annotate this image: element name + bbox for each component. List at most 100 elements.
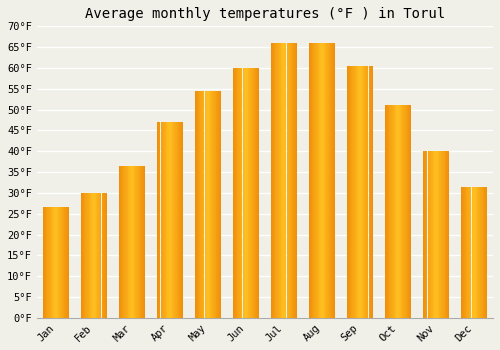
- Bar: [437, 151, 438, 318]
- Bar: [132, 166, 134, 318]
- Bar: [443, 151, 444, 318]
- Bar: [59, 208, 60, 318]
- Bar: [81, 193, 82, 318]
- Bar: [292, 43, 294, 318]
- Bar: [358, 66, 359, 318]
- Bar: [353, 66, 354, 318]
- Bar: [332, 43, 333, 318]
- Bar: [404, 105, 405, 318]
- Bar: [52, 208, 53, 318]
- Bar: [362, 66, 364, 318]
- Bar: [43, 208, 44, 318]
- Bar: [130, 166, 131, 318]
- Bar: [478, 187, 479, 318]
- Bar: [46, 208, 48, 318]
- Bar: [280, 43, 281, 318]
- Bar: [84, 193, 86, 318]
- Bar: [162, 122, 163, 318]
- Bar: [128, 166, 130, 318]
- Bar: [62, 208, 64, 318]
- Bar: [429, 151, 430, 318]
- Bar: [241, 68, 242, 318]
- Bar: [219, 91, 220, 318]
- Bar: [198, 91, 200, 318]
- Bar: [310, 43, 311, 318]
- Bar: [160, 122, 162, 318]
- Bar: [405, 105, 406, 318]
- Bar: [403, 105, 404, 318]
- Bar: [330, 43, 332, 318]
- Bar: [166, 122, 168, 318]
- Bar: [209, 91, 210, 318]
- Bar: [45, 208, 46, 318]
- Bar: [320, 43, 321, 318]
- Bar: [352, 66, 353, 318]
- Bar: [122, 166, 124, 318]
- Bar: [66, 208, 67, 318]
- Bar: [291, 43, 292, 318]
- Bar: [333, 43, 334, 318]
- Bar: [254, 68, 256, 318]
- Bar: [218, 91, 219, 318]
- Bar: [436, 151, 437, 318]
- Bar: [349, 66, 350, 318]
- Bar: [163, 122, 164, 318]
- Bar: [175, 122, 176, 318]
- Bar: [124, 166, 125, 318]
- Bar: [390, 105, 391, 318]
- Bar: [212, 91, 213, 318]
- Bar: [350, 66, 352, 318]
- Bar: [467, 187, 468, 318]
- Bar: [393, 105, 394, 318]
- Bar: [251, 68, 252, 318]
- Bar: [216, 91, 218, 318]
- Bar: [386, 105, 387, 318]
- Bar: [322, 43, 323, 318]
- Bar: [392, 105, 393, 318]
- Bar: [174, 122, 175, 318]
- Bar: [273, 43, 274, 318]
- Bar: [172, 122, 174, 318]
- Bar: [159, 122, 160, 318]
- Bar: [476, 187, 478, 318]
- Bar: [361, 66, 362, 318]
- Bar: [90, 193, 92, 318]
- Bar: [176, 122, 178, 318]
- Bar: [434, 151, 435, 318]
- Bar: [83, 193, 84, 318]
- Bar: [54, 208, 55, 318]
- Bar: [462, 187, 463, 318]
- Bar: [469, 187, 470, 318]
- Bar: [248, 68, 250, 318]
- Bar: [428, 151, 429, 318]
- Bar: [105, 193, 106, 318]
- Bar: [245, 68, 246, 318]
- Bar: [485, 187, 486, 318]
- Bar: [463, 187, 464, 318]
- Bar: [329, 43, 330, 318]
- Bar: [236, 68, 238, 318]
- Bar: [440, 151, 441, 318]
- Bar: [246, 68, 247, 318]
- Bar: [442, 151, 443, 318]
- Bar: [271, 43, 272, 318]
- Bar: [201, 91, 202, 318]
- Bar: [321, 43, 322, 318]
- Bar: [370, 66, 371, 318]
- Bar: [244, 68, 245, 318]
- Bar: [87, 193, 88, 318]
- Bar: [98, 193, 99, 318]
- Bar: [317, 43, 318, 318]
- Bar: [233, 68, 234, 318]
- Bar: [288, 43, 289, 318]
- Bar: [165, 122, 166, 318]
- Bar: [235, 68, 236, 318]
- Bar: [398, 105, 399, 318]
- Bar: [448, 151, 449, 318]
- Bar: [284, 43, 285, 318]
- Bar: [364, 66, 365, 318]
- Bar: [426, 151, 428, 318]
- Bar: [93, 193, 94, 318]
- Bar: [484, 187, 485, 318]
- Bar: [240, 68, 241, 318]
